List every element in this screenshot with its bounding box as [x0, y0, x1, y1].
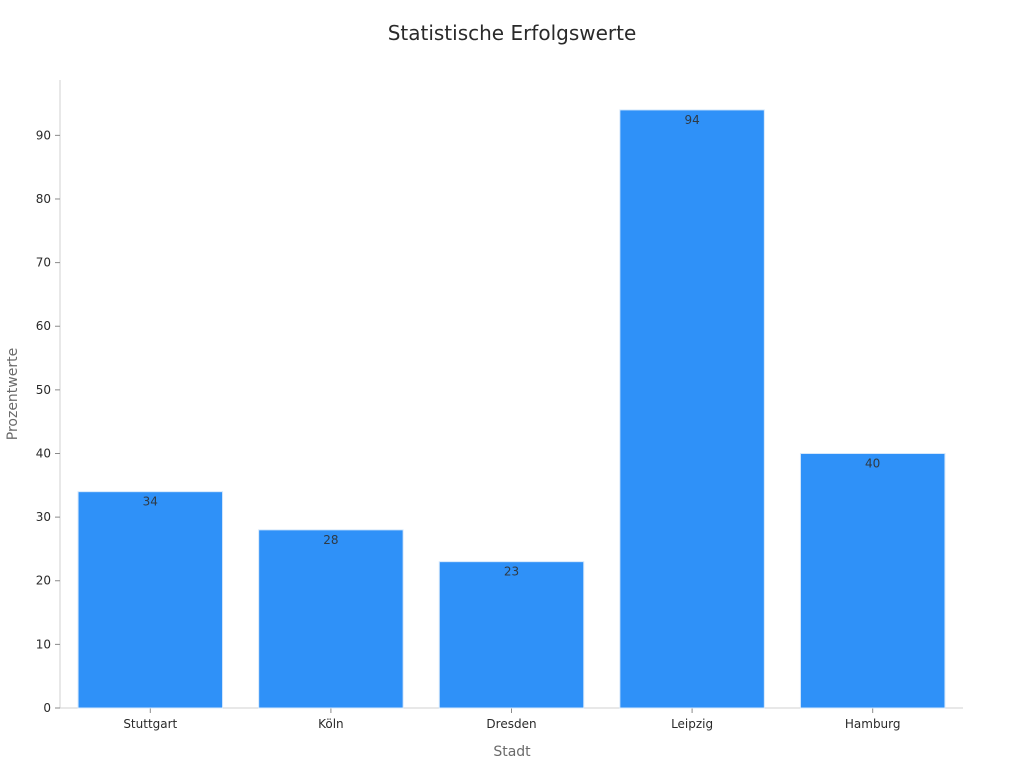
y-tick-label: 30	[36, 510, 51, 524]
chart-title: Statistische Erfolgswerte	[388, 21, 637, 45]
bar-value-label: 94	[684, 113, 699, 127]
y-tick-label: 40	[36, 446, 51, 460]
bar	[438, 561, 585, 709]
bar	[258, 529, 404, 709]
y-axis-title: Prozentwerte	[5, 348, 21, 440]
x-tick-label: Hamburg	[845, 717, 901, 731]
y-tick-label: 90	[36, 128, 51, 142]
y-tick-label: 70	[36, 256, 51, 270]
y-tick-label: 80	[36, 192, 51, 206]
bar	[77, 491, 224, 709]
bar	[619, 109, 765, 709]
x-axis: Stuttgart Köln Dresden Leipzig Hamburg	[60, 707, 963, 731]
data-labels: 34 28 23 94 40	[143, 113, 881, 579]
y-tick-label: 0	[43, 701, 51, 715]
y-tick-label: 20	[36, 574, 51, 588]
bar-value-label: 23	[504, 565, 519, 579]
x-tick-label: Köln	[318, 717, 344, 731]
x-tick-label: Leipzig	[671, 717, 713, 731]
bar	[799, 452, 946, 709]
bar-value-label: 28	[323, 533, 338, 547]
y-tick-label: 60	[36, 319, 51, 333]
y-tick-label: 50	[36, 383, 51, 397]
bars	[77, 109, 946, 709]
x-tick-label: Stuttgart	[123, 717, 177, 731]
x-axis-title: Stadt	[493, 744, 531, 760]
y-tick-label: 10	[36, 637, 51, 651]
bar-value-label: 40	[865, 456, 880, 470]
bar-value-label: 34	[143, 495, 158, 509]
x-tick-label: Dresden	[486, 717, 536, 731]
y-axis: 0 10 20 30 40 50 60 70 80 90	[36, 80, 61, 715]
